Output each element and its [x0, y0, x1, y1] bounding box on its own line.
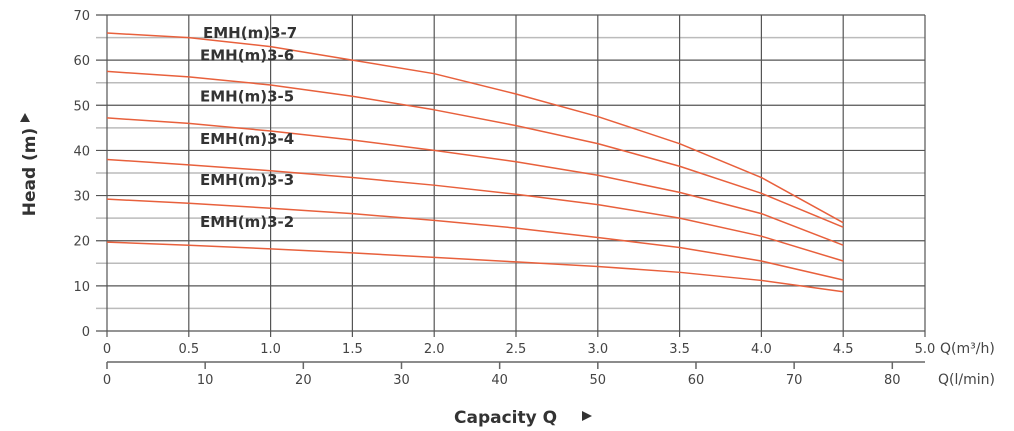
- y-tick-label: 60: [73, 54, 90, 69]
- x-axis-label: Capacity Q: [454, 408, 557, 428]
- curves: [106, 32, 844, 293]
- axes: 0 0.5 1.0 1.5 2.0 2.5 3.0 3.5 4.0 4.5 5.0 0 10 20 30 40…: [73, 9, 935, 388]
- series-label: EMH(m)3-6: [200, 47, 294, 65]
- y-axis-arrow-icon: [20, 113, 30, 122]
- x-tick-label: 4.5: [833, 342, 854, 357]
- series-line: [106, 241, 844, 293]
- x-tick-label: 0: [103, 342, 111, 357]
- x-tick-label: 5.0: [915, 342, 936, 357]
- x-axis-arrow-icon: [582, 411, 592, 421]
- x-tick-label: 3.0: [587, 342, 608, 357]
- y-tick-label: 20: [73, 235, 90, 250]
- x2-tick-label: 30: [393, 373, 410, 388]
- x2-axis-unit: Q(l/min): [938, 372, 995, 388]
- x-tick-label: 1.5: [342, 342, 363, 357]
- grid: [96, 14, 926, 337]
- x2-tick-label: 20: [295, 373, 312, 388]
- series-label: EMH(m)3-2: [200, 213, 294, 231]
- x2-tick-label: 40: [491, 373, 508, 388]
- y-axis-label: Head (m): [20, 128, 40, 217]
- series-label: EMH(m)3-5: [200, 87, 294, 105]
- y-tick-label: 10: [73, 280, 90, 295]
- x2-tick-label: 80: [884, 373, 901, 388]
- x-tick-label: 2.0: [424, 342, 445, 357]
- x-axis-unit: Q(m³/h): [940, 341, 995, 357]
- series-line: [106, 70, 844, 228]
- y-tick-label: 0: [82, 325, 90, 340]
- series-label: EMH(m)3-7: [203, 24, 297, 42]
- x-tick-label: 4.0: [751, 342, 772, 357]
- series-line: [106, 32, 844, 224]
- y-tick-label: 30: [73, 190, 90, 205]
- x-tick-label: 2.5: [506, 342, 527, 357]
- x2-tick-label: 60: [688, 373, 705, 388]
- x2-tick-label: 10: [197, 373, 214, 388]
- series-line: [106, 158, 844, 262]
- series-label: EMH(m)3-4: [200, 130, 294, 148]
- series-label: EMH(m)3-3: [200, 171, 294, 189]
- y-tick-label: 50: [73, 99, 90, 114]
- x-tick-label: 1.0: [260, 342, 281, 357]
- y-tick-label: 40: [73, 144, 90, 159]
- x2-tick-label: 70: [786, 373, 803, 388]
- x-tick-label: 3.5: [669, 342, 690, 357]
- y-tick-label: 70: [73, 9, 90, 24]
- series-line: [106, 117, 844, 246]
- x2-tick-label: 50: [590, 373, 607, 388]
- x2-tick-label: 0: [103, 373, 111, 388]
- series-labels: EMH(m)3-7 EMH(m)3-6 EMH(m)3-5 EMH(m)3-4 EMH(…: [200, 24, 297, 231]
- series-line: [106, 198, 844, 281]
- x-tick-label: 0.5: [178, 342, 199, 357]
